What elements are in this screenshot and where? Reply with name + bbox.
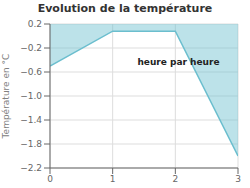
html-text:Evolution de la température: Evolution de la température [37,2,213,15]
svg-text:0.2: 0.2 [28,19,42,29]
svg-text:2: 2 [172,174,178,184]
svg-text:−2.2: −2.2 [20,163,42,173]
svg-text:heure par heure: heure par heure [137,57,219,67]
svg-text:−0.6: −0.6 [20,67,42,77]
svg-text:−1.4: −1.4 [20,115,42,125]
svg-text:3: 3 [235,174,241,184]
svg-text:1: 1 [110,174,116,184]
svg-text:−1.8: −1.8 [20,139,42,149]
svg-text:Température en °C: Température en °C [8,54,11,140]
svg-text:0: 0 [47,174,53,184]
svg-text:−0.2: −0.2 [20,43,42,53]
svg-text:−1.0: −1.0 [20,91,42,101]
